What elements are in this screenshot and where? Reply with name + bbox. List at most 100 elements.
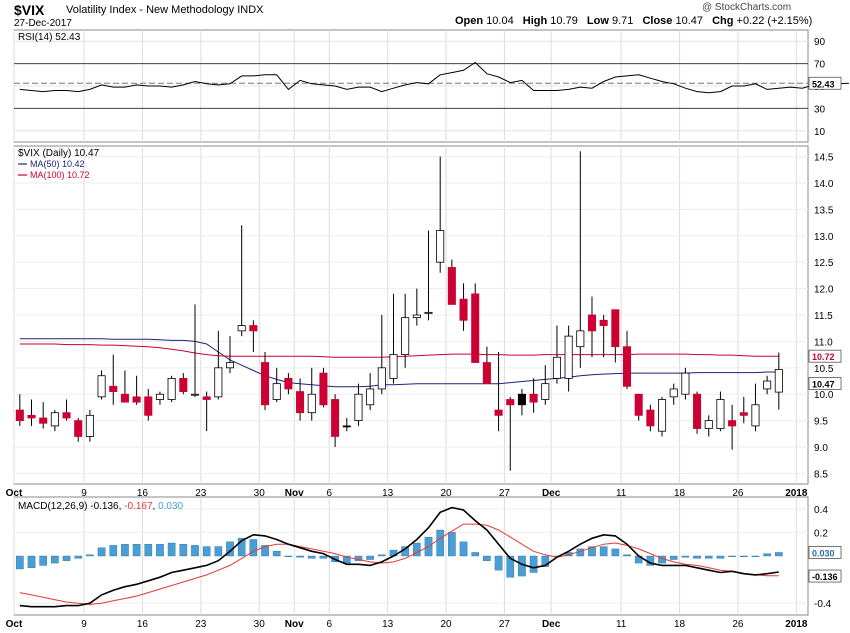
candle-body: [331, 399, 340, 437]
price-ytick: 8.5: [814, 469, 828, 480]
macd-histogram-bar: [448, 532, 456, 557]
macd-xtick: 11: [616, 619, 627, 630]
macd-histogram-bar: [739, 555, 748, 558]
low-label: Low: [586, 15, 609, 27]
macd-histogram-bar: [483, 555, 491, 561]
candle-body: [459, 298, 468, 321]
price-ytick: 14.5: [814, 153, 834, 164]
ma50-legend: MA(50) 10.42: [30, 159, 85, 169]
candle-body: [576, 330, 585, 348]
macd-histogram-bar: [599, 546, 608, 557]
chg-label: Chg: [712, 15, 734, 27]
candle-body: [774, 368, 783, 393]
candle-body: [517, 393, 526, 406]
macd-legend: MACD(12,26,9) -0.136, -0.167, 0.030: [18, 501, 184, 512]
candle-body: [97, 375, 106, 398]
ma100-last-label-box: [808, 349, 842, 363]
candle-body: [50, 412, 59, 427]
macd-histogram-bar: [296, 555, 304, 558]
ma100-line: [19, 343, 779, 358]
chart-name: Volatility Index - New Methodology INDX: [66, 4, 264, 16]
high-value: 10.79: [550, 15, 578, 27]
low-value: 9.71: [611, 15, 634, 27]
macd-histogram-bar: [693, 555, 701, 559]
price-ytick: 11.0: [814, 337, 833, 348]
price-xtick: Dec: [542, 488, 561, 499]
rsi-legend: RSI(14) 52.43: [18, 32, 81, 43]
rsi-last-label-box: [808, 76, 842, 90]
macd-histogram-bar: [121, 544, 129, 557]
candle-body: [658, 399, 667, 432]
price-xtick: 20: [440, 488, 452, 499]
macd-ytick: -0.4: [814, 599, 832, 610]
macd-histogram-bar: [109, 545, 118, 557]
price-ytick: 12.0: [814, 285, 834, 296]
candle-body: [27, 414, 36, 419]
price-last-label: 10.47: [812, 379, 835, 389]
macd-histogram-bar: [319, 555, 328, 559]
price-xtick: 30: [254, 488, 266, 499]
macd-histogram-bar: [74, 555, 83, 559]
candle-body: [296, 391, 305, 414]
price-xtick: 27: [499, 488, 511, 499]
macd-xtick: Dec: [542, 619, 561, 630]
candle-body: [669, 388, 678, 398]
macd-xtick: 6: [326, 619, 332, 630]
macd-histogram-bar: [716, 555, 725, 559]
macd-histogram-bar: [144, 544, 153, 557]
candle-body: [681, 372, 690, 395]
macd-line: [19, 506, 779, 608]
rsi-ytick: 70: [814, 60, 826, 71]
price-ytick: 14.0: [814, 179, 834, 190]
macd-histogram-bar: [564, 552, 573, 557]
price-xtick: 16: [137, 488, 149, 499]
macd-histogram-bar: [366, 555, 374, 560]
candle-body: [506, 399, 515, 406]
candle-body: [739, 412, 748, 416]
candle-body: [167, 377, 176, 400]
macd-xtick: Oct: [6, 619, 23, 630]
price-last-label-box: [808, 376, 842, 390]
macd-hist-last-label: 0.030: [812, 548, 835, 558]
macd-histogram-bar: [751, 555, 760, 558]
candle-body: [529, 393, 538, 403]
macd-histogram-bar: [763, 553, 771, 557]
macd-histogram-bar: [39, 555, 48, 566]
candle-body: [634, 393, 643, 416]
candle-body: [716, 399, 725, 429]
price-xtick: 23: [195, 488, 207, 499]
macd-xtick: Nov: [285, 619, 304, 630]
macd-xtick: 16: [137, 619, 149, 630]
price-ytick: 10.0: [814, 390, 834, 401]
candle-body: [319, 372, 328, 406]
candle-body: [611, 309, 620, 348]
candle-body: [436, 230, 445, 263]
macd-xtick: 27: [499, 619, 511, 630]
macd-histogram-bar: [156, 544, 164, 557]
macd-xtick: 23: [195, 619, 207, 630]
high-label: High: [522, 15, 548, 27]
candle-body: [447, 267, 456, 305]
candle-body: [646, 409, 655, 427]
candle-body: [214, 367, 223, 398]
candle-body: [377, 367, 386, 390]
macd-xtick: 13: [382, 619, 394, 630]
price-xtick: 6: [326, 488, 332, 499]
chart-symbol: $VIX: [14, 2, 45, 18]
candle-body: [39, 417, 48, 424]
candle-body: [552, 356, 561, 379]
macd-histogram-bar: [16, 555, 24, 570]
macd-signal-line: [19, 523, 779, 605]
candle-body: [728, 420, 737, 427]
rsi-line: [19, 61, 849, 94]
macd-histogram-bar: [704, 555, 713, 559]
price-legend: $VIX (Daily) 10.47: [18, 148, 100, 159]
candle-body: [237, 325, 246, 332]
candle-body: [704, 420, 713, 429]
candle-body: [494, 409, 503, 416]
watermark: @ StockCharts.com: [702, 2, 792, 13]
open-label: Open: [455, 15, 484, 27]
ohlc-readout: Open 10.04 High 10.79 Low 9.71 Close 10.…: [455, 15, 818, 27]
chart-date: 27-Dec-2017: [14, 18, 72, 29]
close-value: 10.47: [675, 15, 703, 27]
